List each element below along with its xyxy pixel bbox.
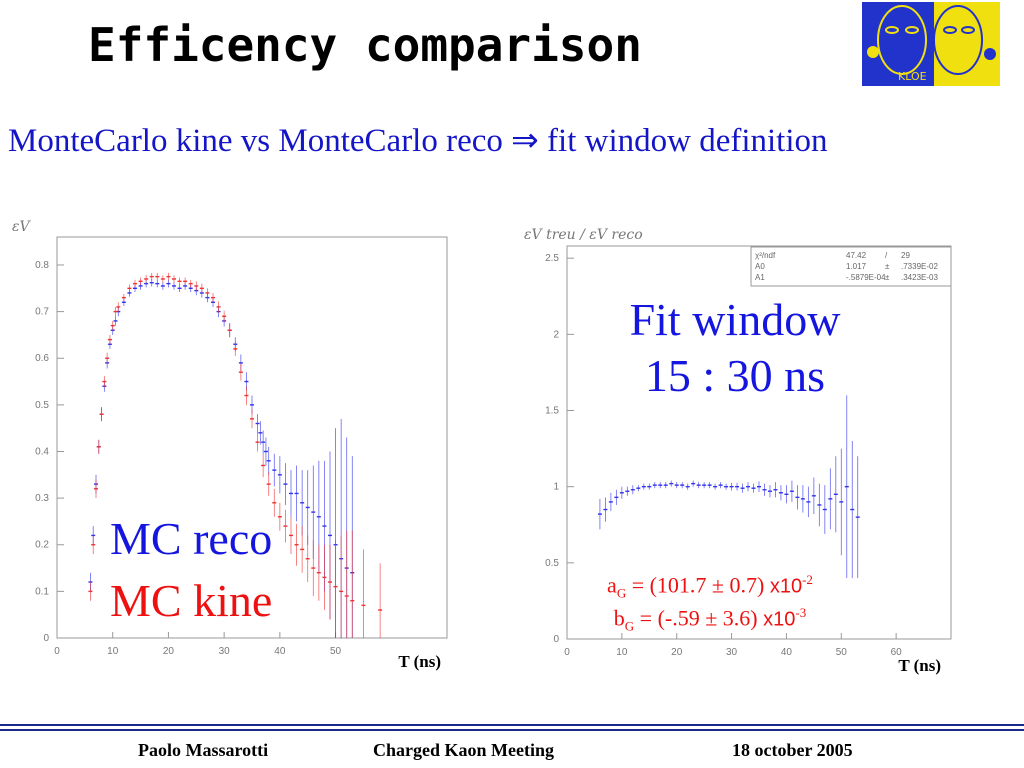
stats-cell: A1 [755,273,765,282]
param-a-sub: G [616,585,627,601]
fit-window-line2: 15 : 30 ns [644,350,826,401]
param-b-value: = (-.59 ± 3.6) [634,605,764,631]
x-tick-label: 50 [330,646,342,657]
stats-box [750,246,952,287]
x-tick-label: 20 [163,646,175,657]
y-tick-label: 0 [43,633,49,644]
y-tick-label: 0.7 [35,307,49,318]
y-tick-label: 0.1 [35,586,49,597]
y-tick-label: 0.3 [35,493,49,504]
y-tick-label: 0.5 [35,400,49,411]
x-tick-label: 20 [671,647,683,658]
param-a-unit: x10 [769,575,803,598]
y-tick-label: 0.8 [35,260,49,271]
param-b-unit: x10 [763,608,796,631]
svg-text:KLOE: KLOE [898,70,927,83]
y-tick-label: 0 [553,634,559,645]
param-a: aG = (101.7 ± 0.7) x10-2 [545,572,875,602]
y-tick-label: 0.4 [35,446,49,457]
stats-cell: / [885,251,888,260]
param-a-name: a [607,572,617,598]
x-tick-label: 10 [616,647,628,658]
stats-cell: -.5879E-04 [846,273,886,282]
footer-divider-2 [0,729,1024,731]
legend-mc-kine: MC kine [110,575,273,626]
x-tick-label: 10 [107,646,119,657]
x-tick-label: 0 [564,647,570,658]
y-axis-label: εV [12,219,32,235]
y-tick-label: 1.5 [545,406,559,417]
param-b-exp: -3 [795,605,807,620]
footer-author: Paolo Massarotti [138,740,269,760]
x-tick-label: 40 [781,647,793,658]
y-axis-label: εV treu / εV reco [524,227,643,243]
y-tick-label: 1 [553,482,559,493]
y-tick-label: 2.5 [545,253,559,264]
ratio-plot: 0 10 20 30 40 50 60 0 0.5 1 1.5 2 2.5 εV treu / εV re… [524,227,952,675]
stats-cell: χ²/ndf [755,251,776,260]
stats-cell: 47.42 [846,251,867,260]
plot-frame [56,236,448,639]
stats-cell: .7339E-02 [901,262,938,271]
fit-window-line1: Fit window [629,294,841,345]
footer-date: 18 october 2005 [732,740,853,760]
slide-title: Efficency comparison [88,18,642,72]
x-axis-label: T (ns) [898,656,941,675]
param-a-exp: -2 [802,572,813,587]
x-axis-label: T (ns) [398,652,441,671]
kloe-logo: KLOE [862,2,1000,86]
param-a-value: = (101.7 ± 0.7) [626,572,770,598]
plot-frame [566,245,952,640]
stats-cell: 1.017 [846,262,867,271]
subtitle: MonteCarlo kine vs MonteCarlo reco ⇒ fit… [8,123,828,159]
x-tick-label: 30 [726,647,738,658]
y-tick-label: 0.2 [35,540,49,551]
y-tick-label: 2 [553,329,559,340]
efficiency-plot: 0 10 20 30 40 50 0 0.1 0.2 0.3 0.4 0.5 0.6 0.7 0.8 εV T … [12,219,448,671]
stats-cell: ± [885,273,890,282]
y-tick-label: 0.5 [545,558,559,569]
fit-window-label: Fit window 15 : 30 ns [600,292,870,404]
stats-cell: 29 [901,251,910,260]
x-tick-label: 50 [836,647,848,658]
stats-cell: ± [885,262,890,271]
x-tick-label: 0 [54,646,60,657]
y-tick-label: 0.6 [35,353,49,364]
param-b: bG = (-.59 ± 3.6) x10-3 [545,605,875,635]
stats-cell: A0 [755,262,765,271]
param-b-name: b [613,605,625,631]
stats-cell: .3423E-03 [901,273,938,282]
footer-divider [0,724,1024,726]
footer-meeting: Charged Kaon Meeting [373,740,554,760]
param-b-sub: G [624,618,635,634]
x-tick-label: 60 [891,647,903,658]
x-tick-label: 30 [219,646,231,657]
legend-mc-reco: MC reco [110,513,273,564]
x-tick-label: 40 [274,646,286,657]
